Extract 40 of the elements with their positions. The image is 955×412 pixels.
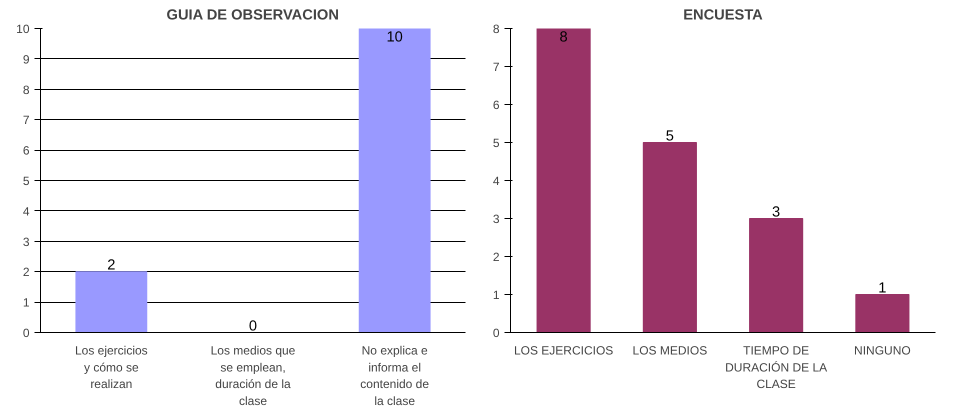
y-tick-label: 6 bbox=[492, 98, 500, 112]
bar bbox=[749, 218, 804, 332]
bar bbox=[536, 28, 591, 332]
y-tick-label: 6 bbox=[22, 144, 30, 158]
y-tick-label: 2 bbox=[492, 250, 500, 264]
y-tick-label: 3 bbox=[492, 212, 500, 226]
data-label: 10 bbox=[386, 30, 403, 46]
y-tick-label: 8 bbox=[492, 22, 500, 36]
chart-title: GUIA DE OBSERVACION bbox=[166, 8, 339, 24]
y-tick-label: 7 bbox=[22, 113, 30, 128]
data-label: 1 bbox=[878, 280, 886, 296]
y-tick-label: 5 bbox=[492, 136, 500, 150]
x-tick-label: TIEMPO DE DURACIÓN DE LA CLASE bbox=[725, 344, 828, 392]
y-tick-label: 8 bbox=[22, 82, 30, 97]
y-tick-label: 5 bbox=[22, 174, 30, 188]
y-tick-label: 1 bbox=[22, 296, 30, 310]
data-label: 3 bbox=[772, 204, 780, 220]
x-tick-label: LOS MEDIOS bbox=[632, 344, 708, 358]
x-tick-label: NINGUNO bbox=[854, 344, 911, 358]
data-label: 0 bbox=[248, 318, 258, 334]
data-label: 2 bbox=[107, 258, 116, 274]
y-tick-label: 9 bbox=[22, 52, 30, 66]
x-tick-label: No explica e informa el contenido de la clase bbox=[360, 344, 430, 408]
data-label: 8 bbox=[560, 30, 568, 46]
y-tick-label: 4 bbox=[492, 174, 500, 188]
bar bbox=[855, 294, 910, 332]
y-tick-label: 0 bbox=[22, 326, 30, 340]
y-tick-label: 4 bbox=[22, 204, 30, 218]
y-tick-label: 0 bbox=[492, 326, 500, 340]
chart-title: ENCUESTA bbox=[683, 8, 764, 24]
y-tick-label: 1 bbox=[492, 288, 500, 302]
x-tick-label: Los ejercicios y cómo se realizan bbox=[74, 344, 148, 392]
y-tick-label: 2 bbox=[22, 265, 30, 280]
y-tick-label: 3 bbox=[22, 234, 30, 249]
x-tick-label: Los medios que se emplean, duración de la clase bbox=[210, 344, 296, 408]
y-tick-label: 10 bbox=[16, 22, 30, 36]
y-tick-label: 7 bbox=[492, 60, 500, 74]
x-tick-label: LOS EJERCICIOS bbox=[514, 344, 614, 358]
data-label: 5 bbox=[666, 128, 674, 144]
bar bbox=[642, 142, 697, 332]
